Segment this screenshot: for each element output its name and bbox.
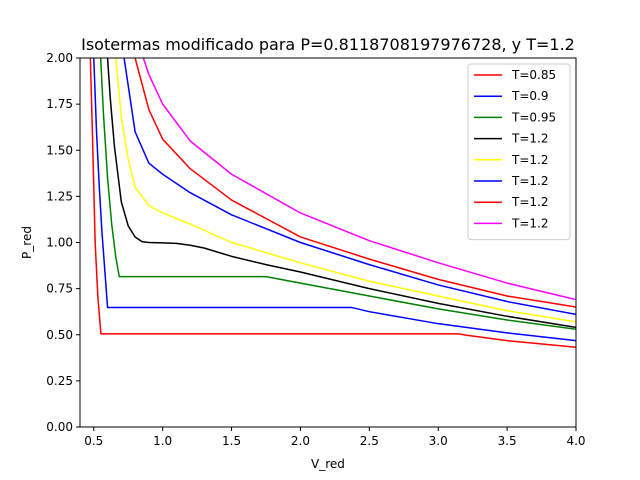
series-line-6 [123, 58, 576, 316]
x-tick-label: 2.5 [360, 434, 379, 448]
legend: T=0.85 T=0.9 T=0.95 T=1.2 T=1.2 T=1.2 T=1.2 T=1… [467, 63, 571, 241]
y-axis-label: P_red [20, 226, 34, 259]
x-tick-label: 2.0 [291, 434, 310, 448]
y-tick-label: 0.50 [46, 328, 73, 342]
legend-box [467, 63, 571, 241]
y-tick-label: 0.75 [46, 282, 73, 296]
y-tick-label: 1.75 [46, 97, 73, 111]
chart-title: Isotermas modificado para P=0.8118708197… [81, 35, 575, 54]
x-tick-label: 1.5 [222, 434, 241, 448]
series-layer [89, 58, 576, 349]
series-line-7 [134, 58, 576, 308]
y-tick-label: 2.00 [46, 51, 73, 65]
legend-entry-label: T=0.85 [511, 68, 556, 82]
y-tick-label: 0.25 [46, 374, 73, 388]
legend-entry-label: T=1.2 [511, 195, 548, 209]
series-line-5 [115, 58, 576, 323]
x-tick-label: 0.5 [84, 434, 103, 448]
series-line-3 [99, 58, 576, 330]
y-tick-label: 1.25 [46, 189, 73, 203]
x-tick-label: 3.0 [429, 434, 448, 448]
x-tick-label: 4.0 [566, 434, 585, 448]
y-tick-label: 0.00 [46, 420, 73, 434]
series-line-1 [89, 58, 576, 349]
legend-entry-label: T=0.9 [511, 89, 548, 103]
x-axis-label: V_red [311, 457, 345, 471]
legend-entry-label: T=1.2 [511, 153, 548, 167]
y-tick-label: 1.00 [46, 236, 73, 250]
x-axis-ticks: 0.5 1.0 1.5 2.0 2.5 3.0 3.5 4.0 [84, 427, 586, 448]
y-axis-ticks: 0.00 0.25 0.50 0.75 1.00 1.25 1.50 1.75 2.00 [46, 51, 80, 434]
x-tick-label: 3.5 [498, 434, 517, 448]
legend-entry-label: T=0.95 [511, 110, 556, 124]
x-tick-label: 1.0 [153, 434, 172, 448]
series-line-4 [106, 58, 576, 329]
legend-entry-label: T=1.2 [511, 174, 548, 188]
legend-entry-label: T=1.2 [511, 216, 548, 230]
y-tick-label: 1.50 [46, 143, 73, 157]
series-line-8 [142, 58, 576, 301]
series-line-2 [93, 58, 576, 342]
legend-entry-label: T=1.2 [511, 132, 548, 146]
